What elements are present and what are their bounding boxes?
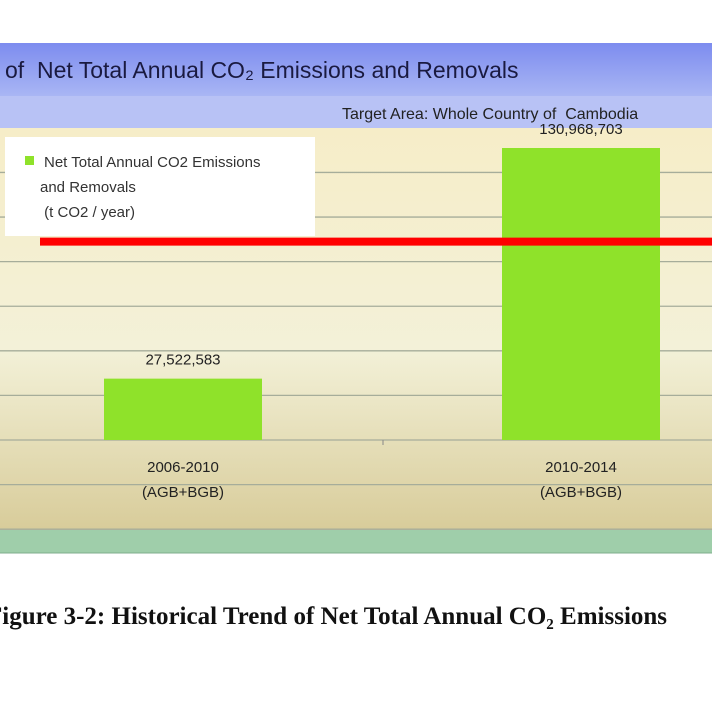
legend-box bbox=[5, 137, 315, 236]
data-label: 27,522,583 bbox=[145, 352, 220, 369]
x-tick-label: 2010-2014 bbox=[545, 459, 617, 476]
bar-2006-2010 bbox=[104, 378, 262, 440]
title-band bbox=[0, 43, 712, 96]
subtitle-band bbox=[0, 96, 712, 128]
x-tick-label-sub: (AGB+BGB) bbox=[540, 484, 622, 501]
data-label: 130,968,703 bbox=[539, 121, 622, 138]
chart-subtitle: Target Area: Whole Country of Cambodia bbox=[342, 106, 638, 123]
x-tick-label-sub: (AGB+BGB) bbox=[142, 484, 224, 501]
bar-2010-2014 bbox=[502, 148, 660, 440]
x-tick-label: 2006-2010 bbox=[147, 459, 219, 476]
figure-caption: Figure 3-2: Historical Trend of Net Tota… bbox=[0, 603, 667, 630]
legend-swatch bbox=[25, 156, 34, 165]
chart-title: of Net Total Annual CO₂ Emissions and Re… bbox=[5, 57, 518, 83]
bottom-band bbox=[0, 530, 712, 553]
legend-label-line2: and Removals bbox=[40, 179, 136, 196]
legend-label-line3: (t CO2 / year) bbox=[40, 204, 135, 221]
legend-label-line1: Net Total Annual CO2 Emissions bbox=[44, 154, 261, 171]
